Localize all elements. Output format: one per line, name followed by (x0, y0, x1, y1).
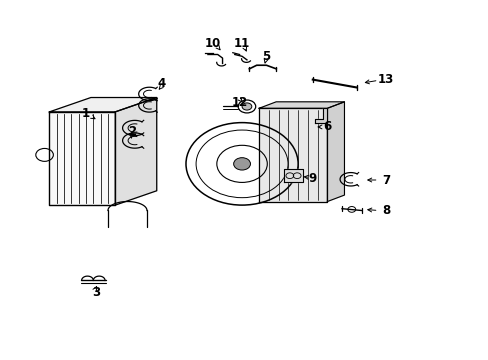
Text: 6: 6 (323, 120, 331, 133)
Text: 2: 2 (128, 125, 136, 138)
Text: 5: 5 (262, 50, 270, 63)
Text: 4: 4 (157, 77, 165, 90)
Polygon shape (49, 98, 157, 112)
Polygon shape (327, 102, 344, 202)
Text: 1: 1 (82, 107, 90, 120)
Polygon shape (49, 112, 115, 205)
Circle shape (242, 103, 251, 110)
Polygon shape (315, 108, 327, 123)
Text: 7: 7 (381, 174, 389, 186)
Polygon shape (259, 108, 327, 202)
Text: 12: 12 (231, 96, 247, 109)
Text: 13: 13 (377, 73, 393, 86)
Text: 3: 3 (92, 287, 100, 300)
Polygon shape (115, 98, 157, 205)
Text: 10: 10 (204, 37, 221, 50)
Polygon shape (283, 169, 303, 182)
Text: 8: 8 (381, 204, 389, 217)
Text: 11: 11 (233, 37, 250, 50)
Polygon shape (259, 102, 344, 108)
Text: 9: 9 (308, 172, 316, 185)
Circle shape (233, 158, 250, 170)
